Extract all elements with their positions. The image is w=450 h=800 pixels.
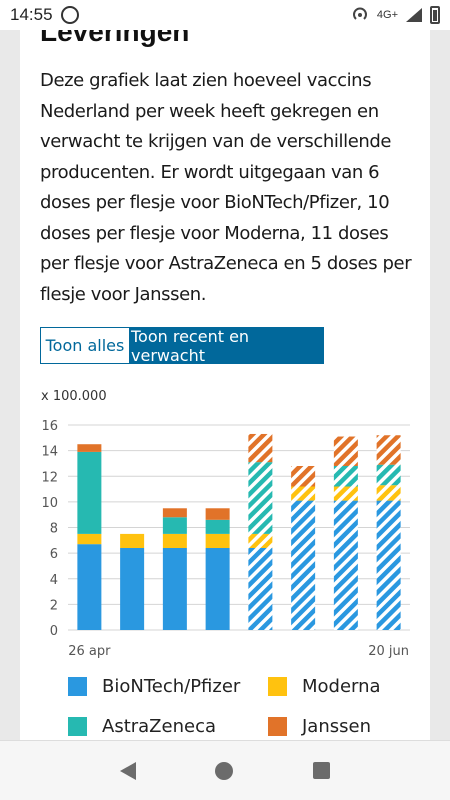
bar-segment-moderna[interactable] xyxy=(120,533,145,548)
status-bar: 14:55 4G+ xyxy=(0,0,450,30)
bar-segment-janssen[interactable] xyxy=(205,508,230,520)
y-tick-label: 2 xyxy=(50,598,58,613)
y-tick-label: 14 xyxy=(41,445,58,460)
bar-segment-biontech-pfizer[interactable] xyxy=(162,548,187,630)
bar-segment-astrazeneca[interactable] xyxy=(162,517,187,534)
legend-swatch xyxy=(68,677,87,696)
bar-segment-moderna[interactable] xyxy=(205,533,230,548)
legend-item: BioNTech/Pfizer xyxy=(68,676,240,697)
bar-segment-janssen[interactable] xyxy=(291,466,316,487)
bar-segment-astrazeneca[interactable] xyxy=(77,451,102,534)
bar-segment-moderna[interactable] xyxy=(376,485,401,501)
x-tick-label: 20 jun xyxy=(368,644,409,659)
bar-segment-moderna[interactable] xyxy=(333,486,358,501)
bar-segment-moderna[interactable] xyxy=(77,533,102,545)
y-tick-label: 6 xyxy=(50,547,58,562)
legend-label: BioNTech/Pfizer xyxy=(102,676,241,697)
legend-swatch xyxy=(268,717,287,736)
bar-segment-biontech-pfizer[interactable] xyxy=(120,548,145,630)
bar-segment-biontech-pfizer[interactable] xyxy=(205,548,230,630)
y-tick-label: 12 xyxy=(41,470,58,485)
legend-label: AstraZeneca xyxy=(102,716,216,737)
back-icon[interactable] xyxy=(119,761,136,780)
status-time: 14:55 xyxy=(10,5,53,24)
legend-item: Janssen xyxy=(268,716,371,737)
content-card: Leveringen Deze grafiek laat zien hoevee… xyxy=(20,30,430,740)
bar-segment-astrazeneca[interactable] xyxy=(248,462,273,534)
bar-segment-biontech-pfizer[interactable] xyxy=(77,544,102,630)
bar-segment-moderna[interactable] xyxy=(162,533,187,548)
section-heading: Leveringen xyxy=(40,30,190,47)
bar-segment-janssen[interactable] xyxy=(248,433,273,463)
bar-segment-biontech-pfizer[interactable] xyxy=(376,500,401,630)
bar-segment-biontech-pfizer[interactable] xyxy=(291,500,316,630)
bar-segment-janssen[interactable] xyxy=(77,444,102,452)
view-toggle: Toon alles Toon recent en verwacht xyxy=(40,327,324,365)
bar-segment-astrazeneca[interactable] xyxy=(333,466,358,487)
bar-segment-astrazeneca[interactable] xyxy=(205,519,230,534)
bar-segment-janssen[interactable] xyxy=(162,508,187,518)
bar-segment-astrazeneca[interactable] xyxy=(376,464,401,486)
bar-segment-janssen[interactable] xyxy=(376,435,401,465)
deliveries-chart: 0 2 4 6 8 10 12 14 16 26 apr 20 jun xyxy=(41,419,410,659)
signal-icon xyxy=(406,8,422,22)
legend-label: Moderna xyxy=(302,676,381,697)
y-tick-label: 4 xyxy=(50,573,58,588)
hotspot-icon xyxy=(351,5,369,26)
legend-label: Janssen xyxy=(302,716,371,737)
network-type: 4G+ xyxy=(376,9,398,21)
y-tick-label: 10 xyxy=(41,496,58,511)
y-tick-label: 0 xyxy=(50,624,58,639)
legend-item: Moderna xyxy=(268,676,381,697)
home-icon[interactable] xyxy=(215,761,234,780)
bar-segment-janssen[interactable] xyxy=(333,436,358,466)
show-all-button[interactable]: Toon alles xyxy=(40,327,130,364)
bar-segment-biontech-pfizer[interactable] xyxy=(248,548,273,630)
battery-icon xyxy=(430,6,440,24)
legend-item: AstraZeneca xyxy=(68,716,216,737)
recents-icon[interactable] xyxy=(313,762,331,779)
bar-segment-moderna[interactable] xyxy=(291,486,316,501)
whatsapp-icon xyxy=(60,6,79,24)
y-tick-label: 8 xyxy=(50,522,58,537)
show-recent-button[interactable]: Toon recent en verwacht xyxy=(130,327,324,365)
chart-description: Deze grafiek laat zien hoeveel vaccins N… xyxy=(40,70,412,305)
bar-segment-moderna[interactable] xyxy=(248,533,273,548)
y-tick-label: 16 xyxy=(41,419,58,434)
y-unit-label: x 100.000 xyxy=(41,389,107,404)
navigation-bar xyxy=(0,740,450,800)
legend-swatch xyxy=(68,717,87,736)
x-tick-label: 26 apr xyxy=(68,644,111,659)
legend-swatch xyxy=(268,677,287,696)
bar-segment-biontech-pfizer[interactable] xyxy=(333,500,358,630)
